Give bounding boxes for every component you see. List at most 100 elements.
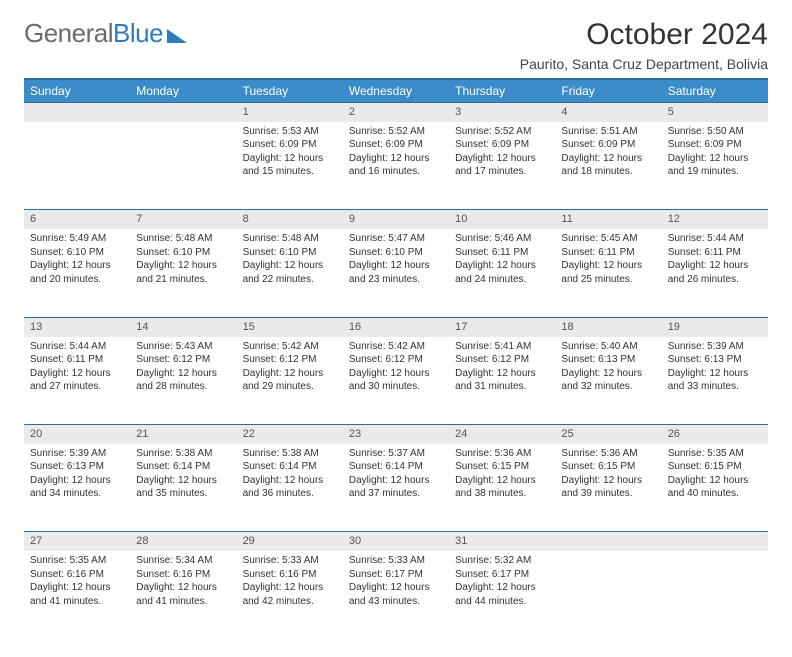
day-cell-body: Sunrise: 5:38 AMSunset: 6:14 PMDaylight:… (130, 444, 236, 507)
day-number-cell: 5 (662, 103, 768, 122)
day-cell: Sunrise: 5:49 AMSunset: 6:10 PMDaylight:… (24, 229, 130, 317)
daylight-line: Daylight: 12 hours and 23 minutes. (349, 259, 443, 286)
day-number-cell (24, 103, 130, 122)
sunrise-line: Sunrise: 5:48 AM (136, 232, 230, 246)
daylight-line: Daylight: 12 hours and 42 minutes. (243, 581, 337, 608)
sunrise-line: Sunrise: 5:53 AM (243, 125, 337, 139)
day-cell: Sunrise: 5:32 AMSunset: 6:17 PMDaylight:… (449, 551, 555, 639)
day-cell-body: Sunrise: 5:41 AMSunset: 6:12 PMDaylight:… (449, 337, 555, 400)
day-number-cell: 12 (662, 210, 768, 229)
day-content-row: Sunrise: 5:53 AMSunset: 6:09 PMDaylight:… (24, 122, 768, 210)
day-number-cell: 23 (343, 425, 449, 444)
sunset-line: Sunset: 6:13 PM (30, 460, 124, 474)
daylight-line: Daylight: 12 hours and 41 minutes. (30, 581, 124, 608)
sunset-line: Sunset: 6:16 PM (30, 568, 124, 582)
day-number-cell (555, 532, 661, 551)
day-cell (662, 551, 768, 639)
sunset-line: Sunset: 6:10 PM (136, 246, 230, 260)
sunset-line: Sunset: 6:10 PM (243, 246, 337, 260)
sunrise-line: Sunrise: 5:33 AM (349, 554, 443, 568)
sunset-line: Sunset: 6:09 PM (561, 138, 655, 152)
sunset-line: Sunset: 6:10 PM (349, 246, 443, 260)
day-cell-body: Sunrise: 5:42 AMSunset: 6:12 PMDaylight:… (237, 337, 343, 400)
day-number-cell: 20 (24, 425, 130, 444)
daylight-line: Daylight: 12 hours and 27 minutes. (30, 367, 124, 394)
daylight-line: Daylight: 12 hours and 24 minutes. (455, 259, 549, 286)
sunset-line: Sunset: 6:17 PM (349, 568, 443, 582)
daylight-line: Daylight: 12 hours and 35 minutes. (136, 474, 230, 501)
day-number-cell: 3 (449, 103, 555, 122)
sunrise-line: Sunrise: 5:39 AM (30, 447, 124, 461)
daylight-line: Daylight: 12 hours and 38 minutes. (455, 474, 549, 501)
weekday-header: Friday (555, 79, 661, 103)
day-cell-body: Sunrise: 5:42 AMSunset: 6:12 PMDaylight:… (343, 337, 449, 400)
sunset-line: Sunset: 6:09 PM (668, 138, 762, 152)
daylight-line: Daylight: 12 hours and 40 minutes. (668, 474, 762, 501)
day-cell: Sunrise: 5:36 AMSunset: 6:15 PMDaylight:… (449, 444, 555, 532)
day-cell-body: Sunrise: 5:53 AMSunset: 6:09 PMDaylight:… (237, 122, 343, 185)
day-number-cell: 9 (343, 210, 449, 229)
day-cell: Sunrise: 5:37 AMSunset: 6:14 PMDaylight:… (343, 444, 449, 532)
weekday-header-row: SundayMondayTuesdayWednesdayThursdayFrid… (24, 79, 768, 103)
logo-text-blue: Blue (113, 18, 163, 49)
day-cell: Sunrise: 5:38 AMSunset: 6:14 PMDaylight:… (237, 444, 343, 532)
daylight-line: Daylight: 12 hours and 31 minutes. (455, 367, 549, 394)
day-cell-body: Sunrise: 5:33 AMSunset: 6:16 PMDaylight:… (237, 551, 343, 614)
day-cell-body: Sunrise: 5:33 AMSunset: 6:17 PMDaylight:… (343, 551, 449, 614)
day-cell-body: Sunrise: 5:46 AMSunset: 6:11 PMDaylight:… (449, 229, 555, 292)
sunset-line: Sunset: 6:17 PM (455, 568, 549, 582)
day-cell-body: Sunrise: 5:36 AMSunset: 6:15 PMDaylight:… (449, 444, 555, 507)
day-cell (24, 122, 130, 210)
day-cell: Sunrise: 5:53 AMSunset: 6:09 PMDaylight:… (237, 122, 343, 210)
daylight-line: Daylight: 12 hours and 28 minutes. (136, 367, 230, 394)
sunset-line: Sunset: 6:15 PM (668, 460, 762, 474)
location-subtitle: Paurito, Santa Cruz Department, Bolivia (520, 56, 768, 72)
sunrise-line: Sunrise: 5:36 AM (455, 447, 549, 461)
calendar-table: SundayMondayTuesdayWednesdayThursdayFrid… (24, 78, 768, 639)
day-cell: Sunrise: 5:52 AMSunset: 6:09 PMDaylight:… (343, 122, 449, 210)
day-cell: Sunrise: 5:42 AMSunset: 6:12 PMDaylight:… (343, 337, 449, 425)
sunrise-line: Sunrise: 5:42 AM (243, 340, 337, 354)
daylight-line: Daylight: 12 hours and 29 minutes. (243, 367, 337, 394)
day-number-cell: 19 (662, 317, 768, 336)
day-cell: Sunrise: 5:33 AMSunset: 6:16 PMDaylight:… (237, 551, 343, 639)
daylight-line: Daylight: 12 hours and 26 minutes. (668, 259, 762, 286)
sunrise-line: Sunrise: 5:40 AM (561, 340, 655, 354)
weekday-header: Saturday (662, 79, 768, 103)
day-cell: Sunrise: 5:50 AMSunset: 6:09 PMDaylight:… (662, 122, 768, 210)
month-title: October 2024 (520, 18, 768, 52)
sunrise-line: Sunrise: 5:52 AM (349, 125, 443, 139)
day-cell-body: Sunrise: 5:44 AMSunset: 6:11 PMDaylight:… (662, 229, 768, 292)
day-number-cell: 1 (237, 103, 343, 122)
day-cell: Sunrise: 5:47 AMSunset: 6:10 PMDaylight:… (343, 229, 449, 317)
logo-sail-icon (167, 25, 191, 43)
day-cell: Sunrise: 5:33 AMSunset: 6:17 PMDaylight:… (343, 551, 449, 639)
day-cell: Sunrise: 5:52 AMSunset: 6:09 PMDaylight:… (449, 122, 555, 210)
sunset-line: Sunset: 6:09 PM (243, 138, 337, 152)
day-content-row: Sunrise: 5:35 AMSunset: 6:16 PMDaylight:… (24, 551, 768, 639)
daylight-line: Daylight: 12 hours and 44 minutes. (455, 581, 549, 608)
day-cell-body: Sunrise: 5:43 AMSunset: 6:12 PMDaylight:… (130, 337, 236, 400)
sunrise-line: Sunrise: 5:33 AM (243, 554, 337, 568)
day-cell-body: Sunrise: 5:39 AMSunset: 6:13 PMDaylight:… (662, 337, 768, 400)
sunset-line: Sunset: 6:15 PM (455, 460, 549, 474)
day-number-cell: 7 (130, 210, 236, 229)
weekday-header: Thursday (449, 79, 555, 103)
day-content-row: Sunrise: 5:44 AMSunset: 6:11 PMDaylight:… (24, 337, 768, 425)
daylight-line: Daylight: 12 hours and 15 minutes. (243, 152, 337, 179)
day-cell-body: Sunrise: 5:48 AMSunset: 6:10 PMDaylight:… (237, 229, 343, 292)
daylight-line: Daylight: 12 hours and 37 minutes. (349, 474, 443, 501)
sunset-line: Sunset: 6:11 PM (30, 353, 124, 367)
day-content-row: Sunrise: 5:39 AMSunset: 6:13 PM Daylight:… (24, 444, 768, 532)
sunrise-line: Sunrise: 5:35 AM (668, 447, 762, 461)
day-number-cell: 6 (24, 210, 130, 229)
day-cell-body: Sunrise: 5:47 AMSunset: 6:10 PMDaylight:… (343, 229, 449, 292)
day-number-cell: 11 (555, 210, 661, 229)
day-cell: Sunrise: 5:39 AMSunset: 6:13 PMDaylight:… (662, 337, 768, 425)
sunset-line: Sunset: 6:12 PM (243, 353, 337, 367)
daylight-line: Daylight: 12 hours and 43 minutes. (349, 581, 443, 608)
sunrise-line: Sunrise: 5:47 AM (349, 232, 443, 246)
sunset-line: Sunset: 6:11 PM (668, 246, 762, 260)
sunrise-line: Sunrise: 5:46 AM (455, 232, 549, 246)
day-cell-body: Sunrise: 5:34 AMSunset: 6:16 PMDaylight:… (130, 551, 236, 614)
